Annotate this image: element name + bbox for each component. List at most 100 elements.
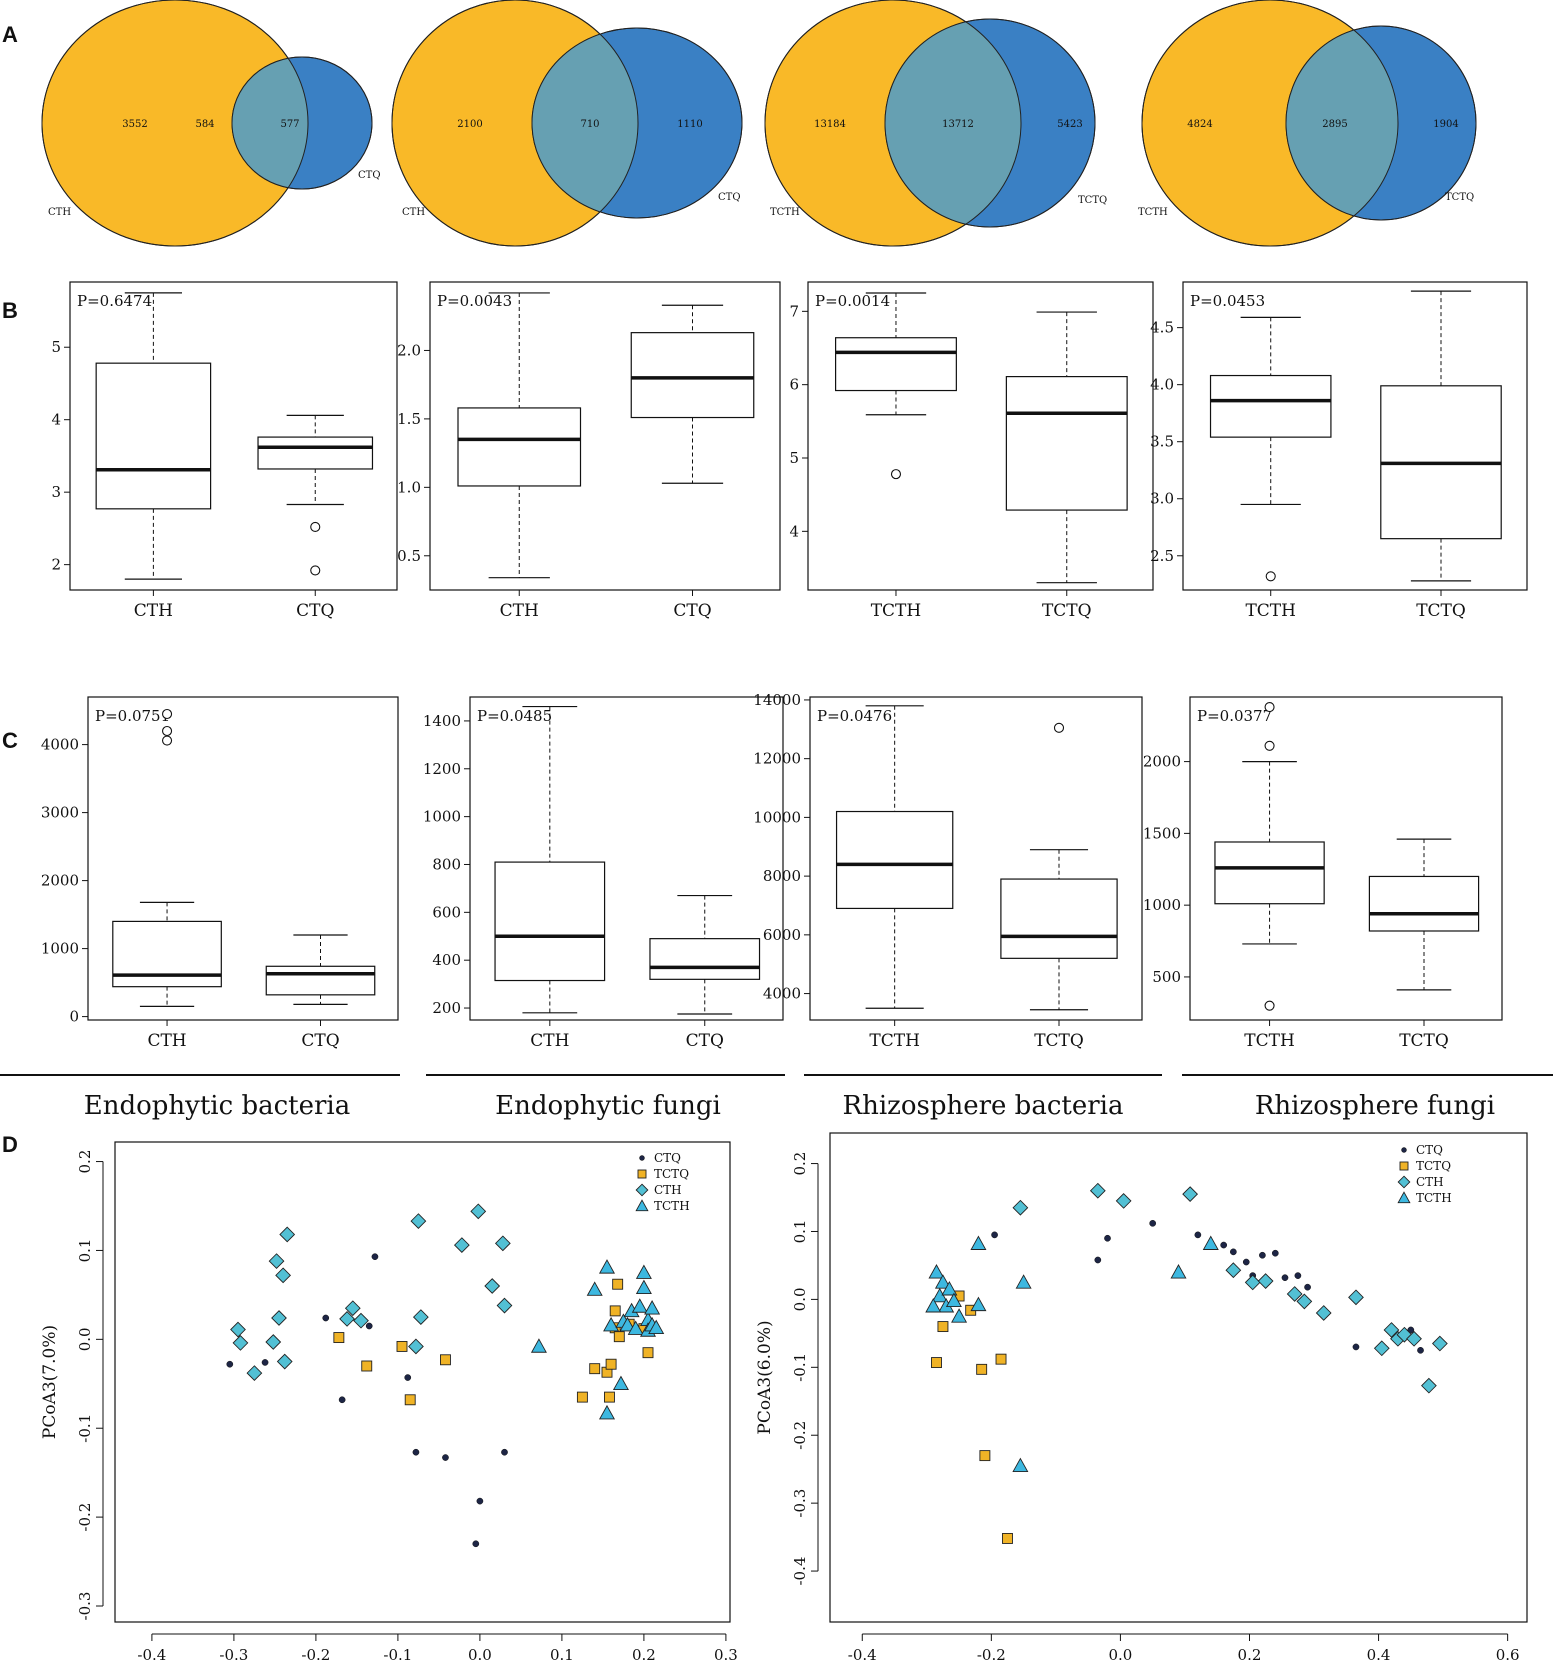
y-tick-label: 2 <box>51 556 61 574</box>
tctq-point <box>589 1363 601 1375</box>
y-tick-label: 0.5 <box>397 547 421 565</box>
tcth-point <box>635 1264 652 1279</box>
outlier-point <box>1264 1000 1275 1011</box>
ctq-point <box>501 1448 508 1456</box>
ctq-point <box>1242 1258 1250 1266</box>
y-tick-label: 200 <box>432 999 461 1017</box>
outlier-point <box>1264 701 1275 713</box>
legend-marker-cth <box>1397 1175 1411 1189</box>
y-tick-label: 6000 <box>763 926 801 944</box>
ctq-point <box>1407 1326 1415 1334</box>
box-iqr <box>95 362 212 510</box>
cth-point <box>1244 1274 1261 1291</box>
box-iqr <box>630 332 755 419</box>
tcth-point <box>603 1316 620 1332</box>
venn-count-only-left: 13184 <box>814 119 846 130</box>
cth-point <box>268 1253 285 1269</box>
tcth-point <box>635 1279 652 1295</box>
y-tick-label: 2.0 <box>397 341 421 359</box>
venn-count-intersection: 584 <box>195 119 214 130</box>
ctq-point <box>1149 1219 1157 1227</box>
venn-count-only-right: 5423 <box>1057 119 1082 130</box>
panel-d-pcoa-plots: -0.4 -0.3 -0.2 -0.1 0.0 0.1 0.2 0.3 -0.3 -0.2 -0.1… <box>40 1132 1528 1660</box>
venn-diagram: 4824 2895 1904 TCTH TCTQ <box>1138 0 1477 247</box>
venn-count-only-left: 4824 <box>1187 119 1212 130</box>
legend-label-ctq: CTQ <box>1416 1143 1443 1157</box>
cth-point <box>1348 1289 1364 1306</box>
y-tick-label: 14000 <box>753 691 801 709</box>
y-tick-label: 3.5 <box>1150 433 1174 451</box>
ctq-point <box>371 1253 379 1261</box>
tctq-point <box>605 1358 617 1370</box>
series-tcth <box>925 1235 1219 1473</box>
p-value-label: P=0.0377 <box>1197 707 1272 725</box>
boxplot-c-endophytic-bacteria: 0 1000 2000 3000 4000 P=0.0751 CTH CTQ <box>41 696 399 1051</box>
tctq-point <box>576 1391 588 1403</box>
y-tick-label: -0.4 <box>791 1557 809 1586</box>
pcoa-scatter-plot: -0.4 -0.2 0.0 0.2 0.4 0.6 -0.4 -0.3 -0.2 -0.1 0.0 0… <box>755 1132 1528 1660</box>
y-tick-label: -0.1 <box>76 1414 94 1443</box>
tctq-point <box>440 1354 451 1366</box>
group-label: TCTH <box>869 1031 920 1051</box>
venn-set-label: TCTH <box>1138 207 1168 218</box>
y-axis-title: PCoA3(6.0%) <box>755 1320 775 1434</box>
tctq-point <box>979 1450 991 1462</box>
panel-label-c: C <box>2 728 18 753</box>
venn-outline <box>41 0 309 247</box>
p-value-label: P=0.0014 <box>815 292 890 310</box>
boxplot-b-rhizosphere-fungi: 2.5 3.0 3.5 4.0 4.5 P=0.0453 TCTH TCTQ <box>1150 281 1528 621</box>
venn-outline <box>1141 0 1399 247</box>
p-value-label: P=0.0751 <box>95 707 170 725</box>
tcth-point <box>945 1292 962 1308</box>
x-tick-label: 0.3 <box>714 1646 738 1660</box>
cth-point <box>1373 1340 1390 1357</box>
boxplot-b-rhizosphere-bacteria: 4 5 6 7 P=0.0014 TCTH TCTQ <box>789 281 1154 621</box>
y-tick-label: 4.5 <box>1150 319 1174 337</box>
y-tick-label: 3 <box>51 483 61 501</box>
y-tick-label: 2000 <box>1143 753 1181 771</box>
outlier-point <box>890 469 902 480</box>
cth-point <box>1225 1262 1242 1279</box>
tctq-point <box>361 1360 373 1372</box>
y-tick-label: 5 <box>789 449 799 467</box>
cth-point <box>271 1310 287 1326</box>
boxplot-c-rhizosphere-bacteria: 4000 6000 8000 10000 12000 14000 P=0.0476 TCTH T… <box>753 691 1143 1051</box>
section-title-endophytic-fungi: Endophytic fungi <box>495 1091 721 1121</box>
y-tick-label: 1000 <box>41 940 79 958</box>
y-tick-label: -0.1 <box>791 1353 809 1382</box>
venn-set-label: CTQ <box>718 192 741 203</box>
cth-point <box>1431 1335 1448 1352</box>
series-ctq <box>226 1253 508 1548</box>
boxplot-c-endophytic-fungi: 200 400 600 800 1000 1200 1400 P=0.0485 CTH CTQ <box>423 696 784 1051</box>
cth-point <box>1182 1186 1199 1203</box>
y-tick-label: 800 <box>432 855 461 873</box>
boxplot-c-rhizosphere-fungi: 500 1000 1500 2000 P=0.0377 TCTH TCTQ <box>1143 696 1503 1051</box>
panel-label-b: B <box>2 298 18 323</box>
group-label: TCTH <box>871 601 922 621</box>
series-cth <box>230 1203 513 1381</box>
series-cth <box>1012 1182 1448 1394</box>
cth-point <box>1257 1273 1274 1289</box>
group-label: CTQ <box>673 601 711 621</box>
box-iqr <box>1214 841 1325 905</box>
y-tick-label: 2.5 <box>1150 547 1174 565</box>
venn-outline <box>531 27 743 219</box>
y-tick-label: 400 <box>432 951 461 969</box>
y-tick-label: 2000 <box>41 872 79 890</box>
y-tick-label: 0 <box>69 1008 79 1026</box>
pcoa-scatter-plot: -0.4 -0.3 -0.2 -0.1 0.0 0.1 0.2 0.3 -0.3 -0.2 -0.1… <box>40 1141 738 1660</box>
tcth-point <box>1012 1457 1029 1473</box>
legend: CTQ TCTQ CTH TCTH <box>1397 1143 1452 1205</box>
group-label: CTH <box>500 601 539 621</box>
y-tick-label: 0.1 <box>791 1220 809 1244</box>
cth-point <box>1296 1293 1313 1310</box>
venn-overlap <box>532 28 638 218</box>
tctq-point <box>642 1347 654 1359</box>
tctq-point <box>612 1278 624 1290</box>
x-tick-label: 0.4 <box>1367 1646 1391 1660</box>
ctq-point <box>1352 1343 1360 1351</box>
p-value-label: P=0.0043 <box>437 292 512 310</box>
y-tick-label: 4000 <box>41 736 79 754</box>
tctq-point <box>1002 1533 1013 1544</box>
ctq-point <box>404 1374 412 1381</box>
